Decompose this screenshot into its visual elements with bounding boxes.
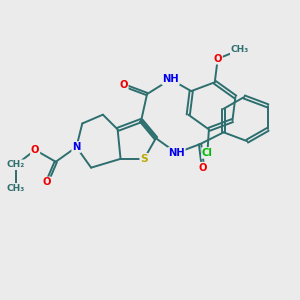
Text: O: O xyxy=(119,80,128,90)
Text: O: O xyxy=(43,177,51,188)
Text: CH₂: CH₂ xyxy=(7,160,25,169)
Text: O: O xyxy=(199,163,207,173)
Text: Cl: Cl xyxy=(202,148,213,158)
Text: O: O xyxy=(214,54,222,64)
Text: CH₃: CH₃ xyxy=(231,45,249,54)
Text: NH: NH xyxy=(162,74,179,84)
Text: NH: NH xyxy=(168,148,185,158)
Text: S: S xyxy=(140,154,148,164)
Text: N: N xyxy=(72,142,81,152)
Text: CH₃: CH₃ xyxy=(7,184,25,193)
Text: O: O xyxy=(31,145,39,155)
